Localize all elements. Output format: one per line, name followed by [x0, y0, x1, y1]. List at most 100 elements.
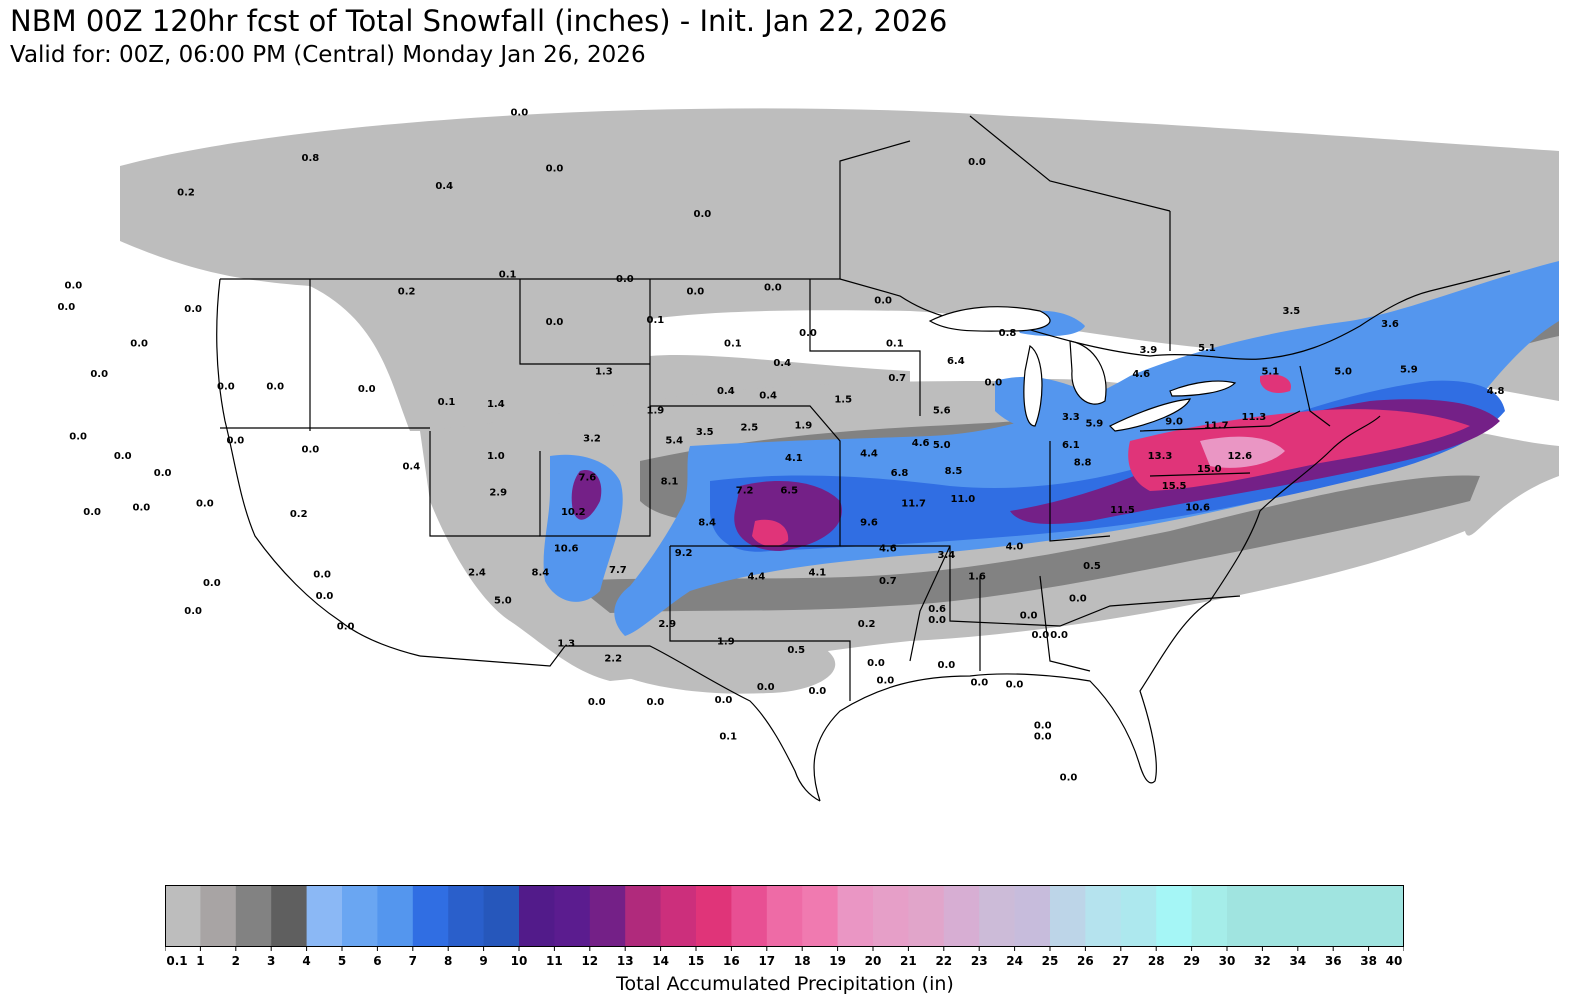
colorbar-swatch: [1262, 885, 1299, 947]
map-value-label: 0.0: [546, 164, 564, 175]
map-value-label: 1.9: [794, 421, 812, 432]
field-light-gray-south: [590, 641, 836, 694]
colorbar-swatch: [342, 885, 378, 947]
colorbar: 0.1 1 2 3 4 5 6 7 8 9 10 11 12 13 14 15 16 17 18 19 20 21 22 23…: [164, 885, 1405, 968]
map-value-label: 0.0: [616, 274, 634, 285]
colorbar-tick-label: 12: [581, 954, 598, 968]
field-dark-gray-2: [570, 475, 1480, 613]
map-value-label: 1.3: [595, 367, 613, 378]
colorbar-swatch: [1156, 885, 1193, 947]
map-value-label: 1.0: [487, 451, 505, 462]
colorbar-tick-label: 11: [546, 954, 563, 968]
state-line-14: [979, 575, 1091, 672]
colorbar-tick-label: 21: [900, 954, 917, 968]
map-value-label: 0.0: [968, 157, 986, 168]
map-value-label: 12.6: [1227, 451, 1252, 462]
map-value-label: 5.6: [933, 406, 951, 417]
map-value-label: 0.0: [184, 606, 202, 617]
map-value-label: 8.8: [1074, 457, 1092, 468]
map-value-label: 0.0: [1069, 593, 1087, 604]
map-value-label: 0.0: [867, 658, 885, 669]
map-value-label: 0.0: [874, 295, 892, 306]
map-value-label: 0.0: [313, 570, 331, 581]
lake-superior: [928, 306, 1051, 332]
map-value-label: 8.1: [661, 477, 679, 488]
lake-huron: [1069, 340, 1107, 405]
field-blue-mountains: [543, 454, 623, 602]
colorbar-swatch: [979, 885, 1016, 947]
map-value-label: 0.0: [316, 591, 334, 602]
gulf-coast: [813, 415, 1381, 802]
map-value-label: 1.9: [717, 637, 735, 648]
map-value-label: 11.7: [1204, 421, 1229, 432]
map-value-label: 6.4: [947, 356, 965, 367]
colorbar-swatch: [1120, 885, 1157, 947]
map-value-label: 0.2: [177, 187, 195, 198]
colorbar-tick-label: 29: [1183, 954, 1200, 968]
great-lakes: [928, 306, 1237, 432]
colorbar-tick-label: 13: [617, 954, 634, 968]
map-value-label: 0.4: [773, 358, 791, 369]
colorbar-tick-label: 27: [1112, 954, 1129, 968]
colorbar-tick-label: 9: [479, 954, 487, 968]
map-value-label: 0.0: [938, 660, 956, 671]
map-value-label: 0.8: [302, 153, 320, 164]
map-value-label: 5.1: [1198, 343, 1216, 354]
colorbar-swatch: [1085, 885, 1122, 947]
state-line-17: [969, 115, 1171, 212]
snowfall-value-labels: 0.00.20.80.00.40.00.00.00.0 0.00.00.10.20…: [57, 108, 1504, 784]
map-value-label: 15.5: [1162, 481, 1187, 492]
map-value-label: 0.0: [358, 384, 376, 395]
map-value-label: 0.0: [1050, 630, 1068, 641]
map-value-label: 0.0: [546, 317, 564, 328]
colorbar-swatch: [412, 885, 449, 947]
colorbar-tick-label: 22: [935, 954, 952, 968]
colorbar-tick-label: 7: [409, 954, 417, 968]
map-value-label: 11.0: [951, 494, 976, 505]
map-value-label: 0.0: [266, 382, 284, 393]
colorbar-tick-label: 23: [971, 954, 988, 968]
colorbar-swatch: [1333, 885, 1370, 947]
state-line-7: [809, 279, 921, 416]
map-value-label: 4.4: [860, 449, 878, 460]
map-value-label: 0.0: [1031, 630, 1049, 641]
map-value-label: 4.6: [912, 438, 930, 449]
field-magenta-ks: [752, 519, 789, 547]
map-value-label: 0.4: [759, 390, 777, 401]
map-value-label: 9.6: [860, 518, 878, 529]
map-value-label: 0.1: [719, 732, 737, 743]
state-line-4: [429, 431, 540, 537]
map-value-label: 0.0: [154, 468, 172, 479]
colorbar-tick-label: 32: [1254, 954, 1271, 968]
colorbar-swatch: [731, 885, 768, 947]
map-value-label: 13.3: [1148, 451, 1173, 462]
colorbar-swatch: [1014, 885, 1051, 947]
colorbar-tick-label: 18: [794, 954, 811, 968]
map-value-label: 0.0: [694, 209, 712, 220]
map-value-label: 0.1: [438, 397, 456, 408]
colorbar-swatches: [165, 885, 1405, 947]
map-value-label: 0.2: [858, 619, 876, 630]
colorbar-swatch: [519, 885, 555, 947]
map-value-label: 3.5: [1283, 306, 1301, 317]
map-value-label: 3.5: [696, 427, 714, 438]
colorbar-tick-label: 17: [758, 954, 775, 968]
colorbar-tick-label: 15: [688, 954, 705, 968]
map-value-label: 0.1: [724, 339, 742, 350]
colorbar-swatch: [1297, 885, 1334, 947]
map-value-label: 0.1: [499, 270, 517, 281]
map-value-label: 0.0: [83, 507, 101, 518]
map-value-label: 10.6: [554, 544, 579, 555]
colorbar-swatch: [1191, 885, 1228, 947]
us-mexico-border: [419, 645, 821, 802]
map-value-label: 5.0: [1334, 367, 1352, 378]
map-value-label: 0.0: [57, 302, 75, 313]
colorbar-tick-label: 6: [373, 954, 381, 968]
colorbar-swatch: [802, 885, 839, 947]
map-value-label: 0.0: [196, 498, 214, 509]
colorbar-tick-label: 24: [1006, 954, 1023, 968]
map-value-label: 0.0: [588, 697, 606, 708]
lake-ontario: [1169, 380, 1237, 397]
map-value-label: 15.0: [1197, 464, 1222, 475]
map-value-label: 0.0: [928, 615, 946, 626]
